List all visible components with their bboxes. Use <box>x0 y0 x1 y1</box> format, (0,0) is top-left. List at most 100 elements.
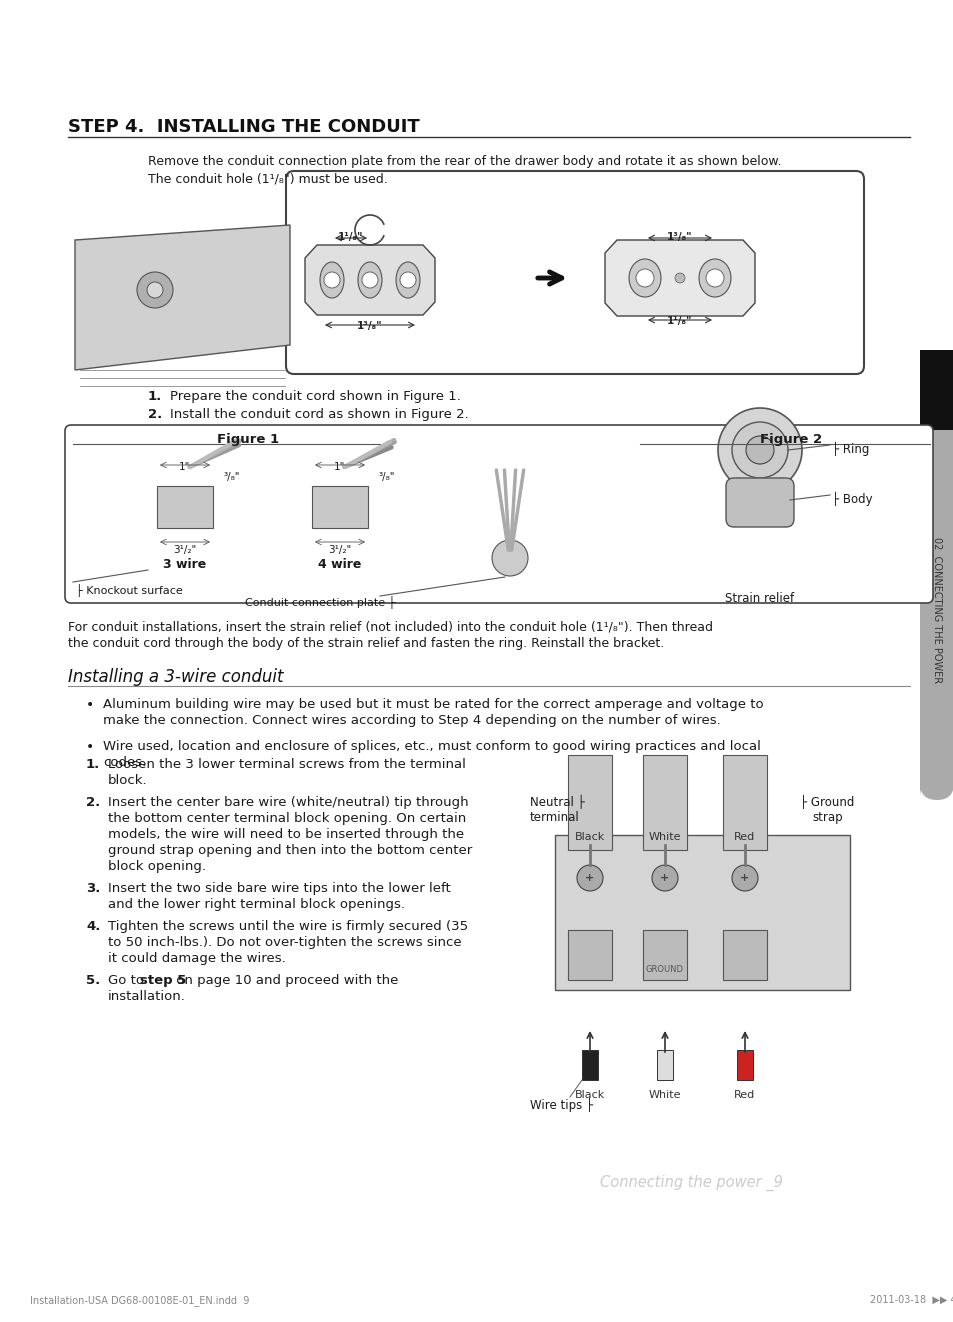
Text: ³/₈": ³/₈" <box>377 472 395 483</box>
Text: and the lower right terminal block openings.: and the lower right terminal block openi… <box>108 898 405 911</box>
Text: the bottom center terminal block opening. On certain: the bottom center terminal block opening… <box>108 812 466 825</box>
Text: +: + <box>585 873 594 883</box>
Text: Figure 1: Figure 1 <box>216 434 279 446</box>
FancyBboxPatch shape <box>722 755 766 850</box>
Circle shape <box>731 422 787 479</box>
Text: STEP 4.  INSTALLING THE CONDUIT: STEP 4. INSTALLING THE CONDUIT <box>68 118 419 136</box>
Circle shape <box>636 268 654 287</box>
Text: 1³/₈": 1³/₈" <box>356 321 382 330</box>
FancyBboxPatch shape <box>567 929 612 980</box>
Text: Conduit connection plate ├: Conduit connection plate ├ <box>245 596 395 609</box>
FancyBboxPatch shape <box>555 836 849 990</box>
Circle shape <box>361 272 377 288</box>
Text: 3¹/₂": 3¹/₂" <box>173 545 196 555</box>
Text: 2.: 2. <box>86 796 100 809</box>
FancyBboxPatch shape <box>312 486 368 527</box>
Text: Aluminum building wire may be used but it must be rated for the correct amperage: Aluminum building wire may be used but i… <box>103 698 762 711</box>
Text: strap: strap <box>811 810 841 824</box>
Text: The conduit hole (1¹/₈") must be used.: The conduit hole (1¹/₈") must be used. <box>148 172 387 185</box>
Circle shape <box>705 268 723 287</box>
FancyBboxPatch shape <box>919 780 953 800</box>
Ellipse shape <box>357 262 381 297</box>
Text: Go to: Go to <box>108 974 148 988</box>
Circle shape <box>718 408 801 492</box>
Circle shape <box>324 272 339 288</box>
Text: Tighten the screws until the wire is firmly secured (35: Tighten the screws until the wire is fir… <box>108 920 468 933</box>
Text: ├ Body: ├ Body <box>831 492 872 506</box>
Polygon shape <box>305 245 435 315</box>
Text: +: + <box>659 873 669 883</box>
FancyBboxPatch shape <box>657 1050 672 1080</box>
Text: step 5: step 5 <box>140 974 186 988</box>
Text: •: • <box>86 740 94 754</box>
Text: ├ Ground: ├ Ground <box>800 795 854 809</box>
Text: 1": 1" <box>179 461 191 472</box>
Text: Figure 2: Figure 2 <box>760 434 821 446</box>
Circle shape <box>651 865 678 891</box>
Text: White: White <box>648 1091 680 1100</box>
Text: 02  CONNECTING THE POWER: 02 CONNECTING THE POWER <box>931 537 941 683</box>
FancyBboxPatch shape <box>567 755 612 850</box>
Text: Black: Black <box>575 1091 604 1100</box>
Text: Strain relief: Strain relief <box>724 592 794 605</box>
Text: 2011-03-18  ▶▶ 4:06:28: 2011-03-18 ▶▶ 4:06:28 <box>869 1296 953 1305</box>
Text: make the connection. Connect wires according to Step 4 depending on the number o: make the connection. Connect wires accor… <box>103 714 720 727</box>
FancyBboxPatch shape <box>519 791 889 1040</box>
Polygon shape <box>75 225 290 370</box>
Text: terminal: terminal <box>530 810 579 824</box>
Text: Remove the conduit connection plate from the rear of the drawer body and rotate : Remove the conduit connection plate from… <box>148 155 781 168</box>
Text: White: White <box>648 832 680 842</box>
Text: models, the wire will need to be inserted through the: models, the wire will need to be inserte… <box>108 828 464 841</box>
Circle shape <box>137 272 172 308</box>
Text: 3¹/₂": 3¹/₂" <box>328 545 352 555</box>
Text: Loosen the 3 lower terminal screws from the terminal: Loosen the 3 lower terminal screws from … <box>108 758 465 771</box>
Text: block opening.: block opening. <box>108 861 206 873</box>
Circle shape <box>399 272 416 288</box>
Circle shape <box>731 865 758 891</box>
Text: 1¹/₈": 1¹/₈" <box>338 231 363 242</box>
Text: 4.: 4. <box>86 920 100 933</box>
Text: +: + <box>740 873 749 883</box>
Text: codes.: codes. <box>103 756 146 769</box>
Text: Connecting the power _9: Connecting the power _9 <box>599 1175 782 1191</box>
Text: 3.: 3. <box>86 882 100 895</box>
Text: Wire used, location and enclosure of splices, etc., must conform to good wiring : Wire used, location and enclosure of spl… <box>103 740 760 754</box>
Text: Neutral ├: Neutral ├ <box>530 795 584 809</box>
Text: Insert the two side bare wire tips into the lower left: Insert the two side bare wire tips into … <box>108 882 450 895</box>
FancyBboxPatch shape <box>642 929 686 980</box>
Text: 1³/₈": 1³/₈" <box>666 231 692 242</box>
Text: 1": 1" <box>334 461 345 472</box>
Text: Red: Red <box>734 1091 755 1100</box>
FancyBboxPatch shape <box>581 1050 598 1080</box>
Text: Black: Black <box>575 832 604 842</box>
Text: it could damage the wires.: it could damage the wires. <box>108 952 286 965</box>
Text: Prepare the conduit cord shown in Figure 1.: Prepare the conduit cord shown in Figure… <box>170 390 460 403</box>
Ellipse shape <box>319 262 344 297</box>
Text: installation.: installation. <box>108 990 186 1003</box>
Text: on page 10 and proceed with the: on page 10 and proceed with the <box>172 974 397 988</box>
Ellipse shape <box>699 259 730 297</box>
FancyBboxPatch shape <box>919 350 953 430</box>
FancyBboxPatch shape <box>737 1050 752 1080</box>
FancyBboxPatch shape <box>642 755 686 850</box>
Text: 1.: 1. <box>148 390 162 403</box>
Text: Insert the center bare wire (white/neutral) tip through: Insert the center bare wire (white/neutr… <box>108 796 468 809</box>
Text: ├ Ring: ├ Ring <box>831 442 868 456</box>
FancyBboxPatch shape <box>65 424 932 603</box>
Text: ground strap opening and then into the bottom center: ground strap opening and then into the b… <box>108 843 472 857</box>
FancyBboxPatch shape <box>919 430 953 791</box>
Text: Red: Red <box>734 832 755 842</box>
Circle shape <box>147 282 163 297</box>
Circle shape <box>492 539 527 576</box>
Text: Install the conduit cord as shown in Figure 2.: Install the conduit cord as shown in Fig… <box>170 408 468 420</box>
Text: For conduit installations, insert the strain relief (not included) into the cond: For conduit installations, insert the st… <box>68 620 712 633</box>
Text: 1¹/₈": 1¹/₈" <box>666 316 692 327</box>
FancyBboxPatch shape <box>722 929 766 980</box>
Ellipse shape <box>395 262 419 297</box>
FancyBboxPatch shape <box>286 171 863 374</box>
Text: •: • <box>86 698 94 713</box>
Text: Wire tips ├: Wire tips ├ <box>530 1099 593 1112</box>
Ellipse shape <box>628 259 660 297</box>
Text: Installing a 3-wire conduit: Installing a 3-wire conduit <box>68 668 283 686</box>
Text: Installation-USA DG68-00108E-01_EN.indd  9: Installation-USA DG68-00108E-01_EN.indd … <box>30 1296 249 1306</box>
